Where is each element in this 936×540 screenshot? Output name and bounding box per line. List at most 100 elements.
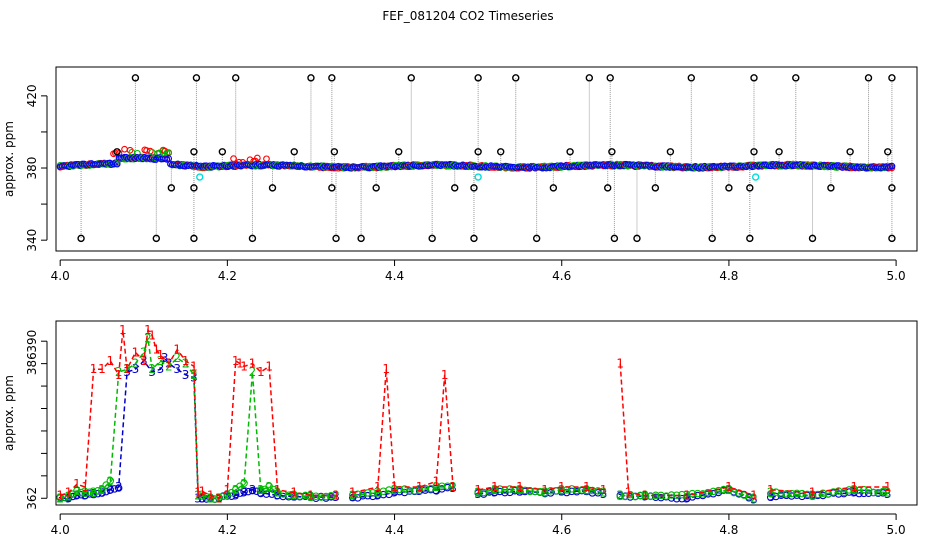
- bottom-point-label: 1: [307, 488, 315, 502]
- bottom-series-marker: [364, 489, 372, 497]
- top-outlier-point: [167, 184, 176, 192]
- top-outlier-point: [497, 148, 505, 156]
- bottom-series-marker: [279, 492, 287, 501]
- bottom-point-label: 3: [725, 483, 733, 497]
- top-series-point: [161, 147, 169, 155]
- top-x-tick-label: 5.0: [887, 269, 906, 283]
- top-outlier-point: [248, 234, 257, 243]
- bottom-point-label: 1: [207, 488, 215, 502]
- bottom-series-marker: [704, 488, 712, 497]
- bottom-point-label: 3: [257, 486, 265, 500]
- top-outlier-point: [357, 234, 365, 243]
- bottom-series-marker: [874, 488, 882, 497]
- bottom-point-label: 3: [433, 483, 441, 497]
- top-y-tick-label: 380: [25, 157, 39, 180]
- bottom-series-marker: [699, 490, 707, 498]
- bottom-point-label: 2: [144, 331, 152, 345]
- top-outlier-point: [190, 184, 198, 192]
- bottom-series-marker: [85, 488, 94, 497]
- bottom-point-label: 3: [416, 484, 424, 498]
- bottom-point-label: 3: [161, 351, 169, 365]
- bottom-point-label: 3: [332, 490, 340, 504]
- top-x-tick-label: 4.2: [218, 269, 237, 283]
- top-outlier-point: [232, 74, 240, 82]
- bottom-point-label: 1: [616, 357, 624, 371]
- top-outlier-point: [846, 148, 854, 156]
- bottom-point-label: 2: [65, 490, 73, 504]
- bottom-point-label: 2: [182, 357, 190, 371]
- bottom-point-label: 1: [642, 488, 650, 502]
- bottom-point-label: 1: [382, 362, 390, 376]
- bottom-series-marker: [240, 479, 248, 488]
- bottom-point-label: 3: [884, 487, 892, 501]
- bottom-point-label: 1: [236, 357, 244, 371]
- bottom-series-marker: [114, 484, 123, 492]
- bottom-point-label: 1: [449, 480, 457, 494]
- top-outlier-point: [827, 184, 835, 192]
- bottom-point-label: 2: [257, 483, 265, 497]
- top-y-tick-label: 420: [25, 84, 39, 107]
- bottom-series-marker: [879, 487, 887, 496]
- bottom-point-label: 2: [725, 483, 733, 497]
- bottom-series-marker: [415, 485, 424, 493]
- bottom-point-label: 1: [332, 488, 340, 502]
- bottom-point-label: 3: [642, 490, 650, 504]
- bottom-series-marker: [496, 485, 504, 493]
- bottom-series-marker: [349, 493, 357, 502]
- top-outlier-point: [395, 148, 403, 156]
- bottom-series-marker: [621, 492, 630, 501]
- bottom-series-marker: [594, 487, 602, 495]
- bottom-point-label: 1: [224, 483, 232, 497]
- top-outlier-point: [190, 234, 198, 243]
- bottom-point-label: 2: [157, 354, 165, 368]
- bottom-series-marker: [379, 487, 388, 495]
- bottom-series-marker: [829, 488, 838, 496]
- bottom-point-label: 2: [274, 486, 282, 500]
- top-outlier-point: [512, 74, 520, 82]
- bottom-point-label: 2: [809, 488, 817, 502]
- top-outlier-point: [192, 74, 201, 82]
- bottom-series-marker: [793, 489, 801, 498]
- top-y-tick-label: 340: [25, 229, 39, 252]
- bottom-series-marker: [521, 486, 529, 495]
- top-outlier-point: [218, 148, 227, 156]
- bottom-point-label: 1: [274, 483, 282, 497]
- bottom-point-label: 2: [249, 365, 257, 379]
- bottom-point-label: 2: [224, 488, 232, 502]
- top-outlier-point: [113, 148, 121, 156]
- bottom-point-label: 2: [307, 490, 315, 504]
- top-outlier-point: [610, 234, 619, 243]
- bottom-point-label: 1: [625, 486, 633, 500]
- top-outlier-point: [532, 234, 541, 243]
- bottom-series-marker: [583, 487, 591, 495]
- bottom-point-label: 3: [474, 487, 482, 501]
- bottom-data-layer: 3 3 3 3 3 3 3 33 333 333 3 3 333 3 3 3 3 3 3 3 3 3 3 3 3 3 3 3 3 3 3 3 3…: [56, 323, 891, 506]
- top-series-point: [230, 155, 237, 163]
- top-outlier-point: [604, 184, 612, 192]
- bottom-series-marker: [98, 485, 106, 494]
- bottom-series-marker: [110, 485, 119, 493]
- top-outlier-point: [566, 148, 574, 156]
- bottom-series-marker: [496, 487, 504, 496]
- top-outlier-point: [407, 74, 415, 82]
- top-outlier-point: [633, 234, 641, 243]
- top-x-tick-label: 4.8: [719, 269, 738, 283]
- top-y-axis-label: approx. ppm: [2, 121, 16, 197]
- top-x-axis: 4.0 4.2 4.4 4.6 4.8 5.0: [51, 259, 906, 283]
- top-plot-frame: [55, 66, 918, 252]
- top-outlier-point: [470, 234, 478, 243]
- bottom-point-label: 3: [600, 487, 608, 501]
- bottom-point-label: 1: [123, 362, 131, 376]
- top-outlier-point: [152, 234, 161, 243]
- top-cyan-point: [474, 173, 482, 181]
- bottom-point-label: 1: [81, 480, 89, 494]
- bottom-series-marker: [740, 491, 748, 499]
- bottom-point-label: 1: [148, 329, 156, 343]
- bottom-point-label: 2: [600, 486, 608, 500]
- bottom-series-marker: [834, 487, 843, 495]
- bottom-point-label: 2: [583, 483, 591, 497]
- bottom-point-label: 2: [194, 488, 202, 502]
- top-outlier-point: [474, 148, 482, 156]
